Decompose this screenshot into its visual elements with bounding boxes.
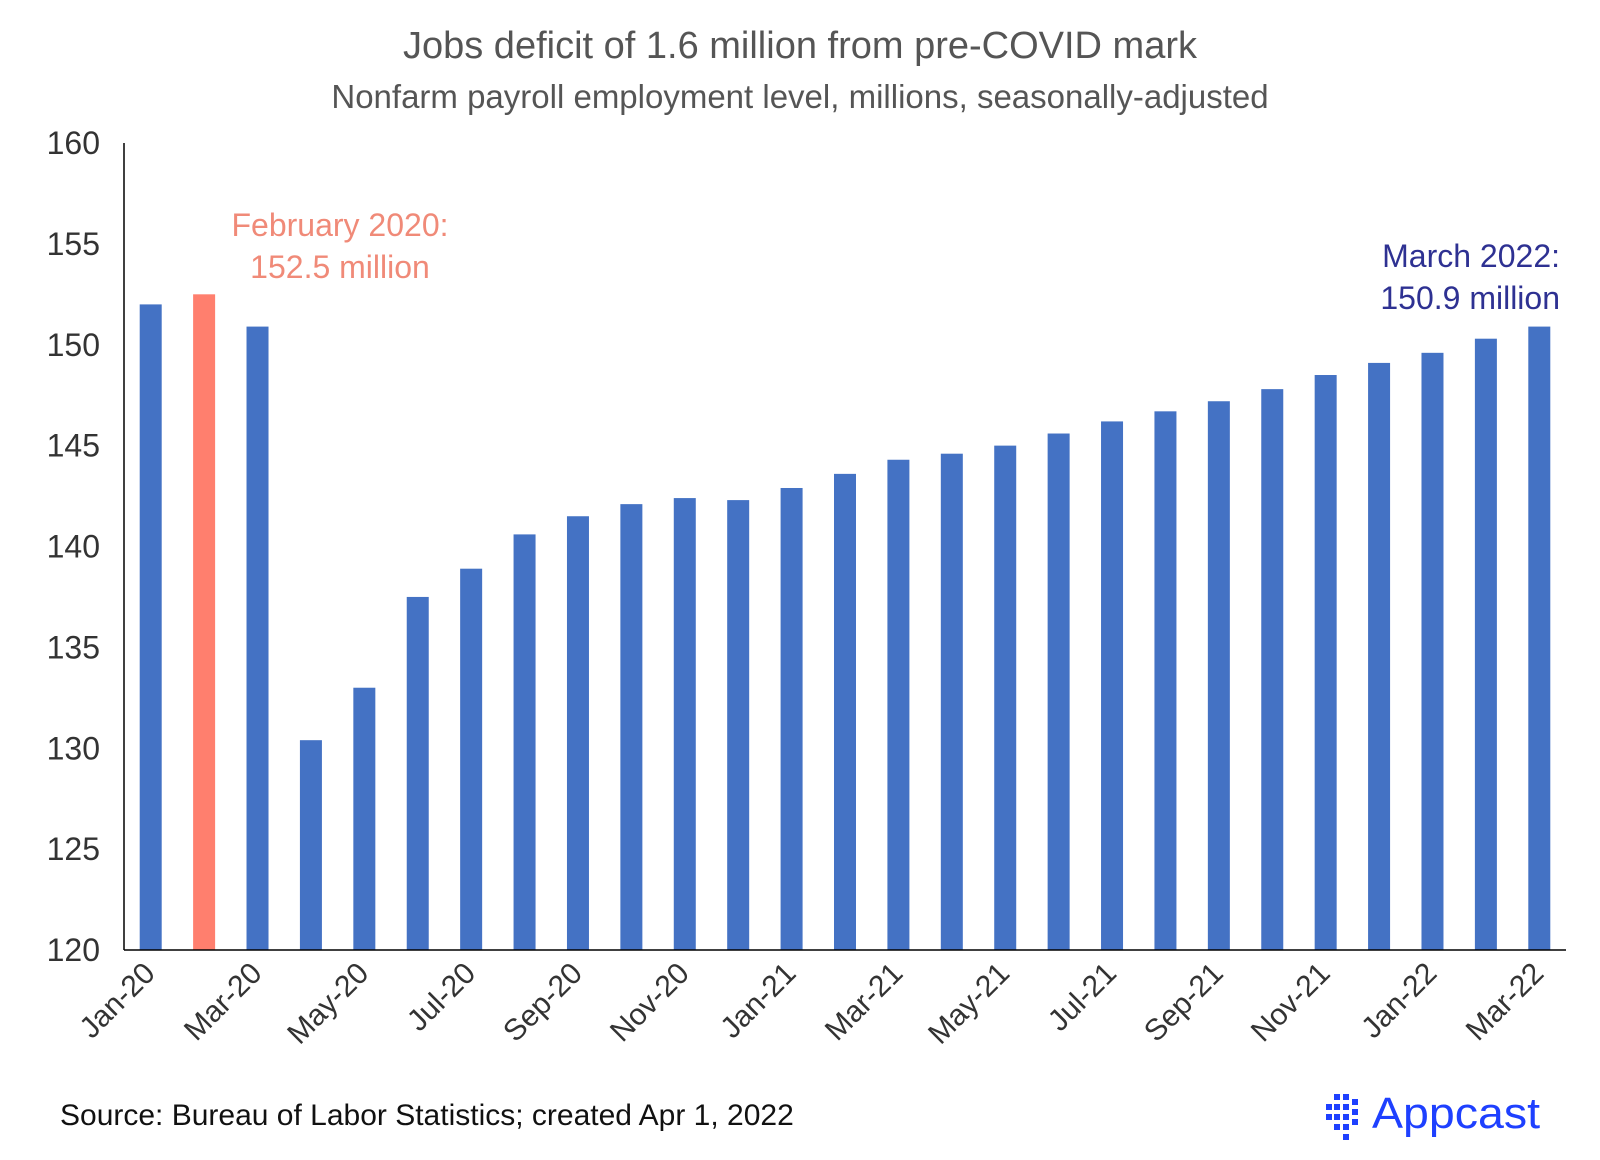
annotation-mar-2022-line-1: 150.9 million bbox=[1380, 280, 1560, 316]
x-tick-label-Mar-21: Mar-21 bbox=[819, 957, 910, 1048]
bar-Jun-20 bbox=[406, 596, 429, 950]
chart-subtitle: Nonfarm payroll employment level, millio… bbox=[331, 78, 1268, 115]
chart-title: Jobs deficit of 1.6 million from pre-COV… bbox=[403, 25, 1198, 67]
bar-Jan-20 bbox=[139, 304, 162, 950]
bar-Jan-22 bbox=[1421, 352, 1444, 950]
bars bbox=[139, 294, 1551, 951]
y-tick-label-145: 145 bbox=[47, 428, 100, 464]
x-tick-label-Jan-20: Jan-20 bbox=[73, 957, 161, 1045]
bar-Sep-21 bbox=[1207, 401, 1230, 950]
x-tick-label-Jul-21: Jul-21 bbox=[1042, 957, 1123, 1038]
x-tick-label-May-20: May-20 bbox=[281, 957, 375, 1051]
bar-Feb-22 bbox=[1474, 338, 1497, 950]
bar-Apr-20 bbox=[299, 740, 322, 950]
bar-Dec-20 bbox=[727, 500, 750, 950]
y-tick-label-135: 135 bbox=[47, 629, 100, 665]
bar-Feb-21 bbox=[834, 473, 856, 950]
x-tick-label-Jan-21: Jan-21 bbox=[714, 957, 802, 1045]
bar-Oct-20 bbox=[620, 504, 643, 950]
bar-Nov-20 bbox=[673, 498, 696, 950]
y-tick-label-155: 155 bbox=[47, 226, 100, 262]
x-tick-label-Jul-20: Jul-20 bbox=[401, 957, 482, 1038]
y-axis-ticks: 120 125 130 135 140 145 150 155 160 bbox=[47, 125, 100, 968]
appcast-logo-text: Appcast bbox=[1372, 1089, 1540, 1138]
x-tick-label-May-21: May-21 bbox=[922, 957, 1016, 1051]
annotation-mar-2022-line-0: March 2022: bbox=[1382, 238, 1560, 274]
annotation-feb-2020-line-0: February 2020: bbox=[231, 207, 448, 243]
bar-Mar-21 bbox=[887, 459, 910, 950]
x-tick-label-Mar-20: Mar-20 bbox=[178, 957, 269, 1048]
annotation-feb-2020-line-1: 152.5 million bbox=[250, 249, 430, 285]
annotations: February 2020: 152.5 million March 2022: 15… bbox=[231, 207, 1560, 316]
x-tick-label-Nov-21: Nov-21 bbox=[1245, 957, 1337, 1049]
y-tick-label-140: 140 bbox=[47, 529, 100, 565]
appcast-logo: Appcast bbox=[1326, 1089, 1540, 1140]
x-tick-label-Jan-22: Jan-22 bbox=[1355, 957, 1443, 1045]
x-tick-label-Sep-21: Sep-21 bbox=[1138, 957, 1230, 1049]
bar-Jul-20 bbox=[460, 568, 483, 950]
y-tick-label-150: 150 bbox=[47, 327, 100, 363]
y-tick-label-120: 120 bbox=[47, 932, 100, 968]
y-tick-label-160: 160 bbox=[47, 125, 100, 161]
bar-Dec-21 bbox=[1368, 362, 1391, 951]
bar-May-20 bbox=[353, 687, 376, 950]
bar-Jul-21 bbox=[1101, 421, 1124, 950]
bar-Oct-21 bbox=[1261, 389, 1284, 950]
bar-Aug-21 bbox=[1154, 411, 1177, 950]
bar-Mar-22 bbox=[1528, 326, 1551, 950]
bar-Jun-21 bbox=[1047, 433, 1070, 950]
x-tick-label-Nov-20: Nov-20 bbox=[604, 957, 696, 1049]
bar-Nov-21 bbox=[1314, 375, 1337, 950]
x-tick-label-Sep-20: Sep-20 bbox=[497, 957, 589, 1049]
bar-Sep-20 bbox=[566, 516, 589, 950]
x-tick-label-Mar-22: Mar-22 bbox=[1460, 957, 1551, 1048]
y-tick-label-130: 130 bbox=[47, 730, 100, 766]
bar-Apr-21 bbox=[940, 453, 963, 950]
bar-May-21 bbox=[994, 445, 1017, 950]
y-tick-label-125: 125 bbox=[47, 831, 100, 867]
appcast-logo-icon bbox=[1326, 1094, 1358, 1140]
bar-Jan-21 bbox=[780, 487, 803, 950]
x-axis-ticks: Jan-20 Mar-20 May-20 Jul-20 Sep-20 Nov-20 Jan-… bbox=[73, 957, 1550, 1051]
bar-Feb-20 bbox=[193, 294, 216, 950]
bar-Aug-20 bbox=[513, 534, 536, 950]
source-note: Source: Bureau of Labor Statistics; crea… bbox=[60, 1099, 794, 1132]
bar-Mar-20 bbox=[246, 326, 269, 950]
